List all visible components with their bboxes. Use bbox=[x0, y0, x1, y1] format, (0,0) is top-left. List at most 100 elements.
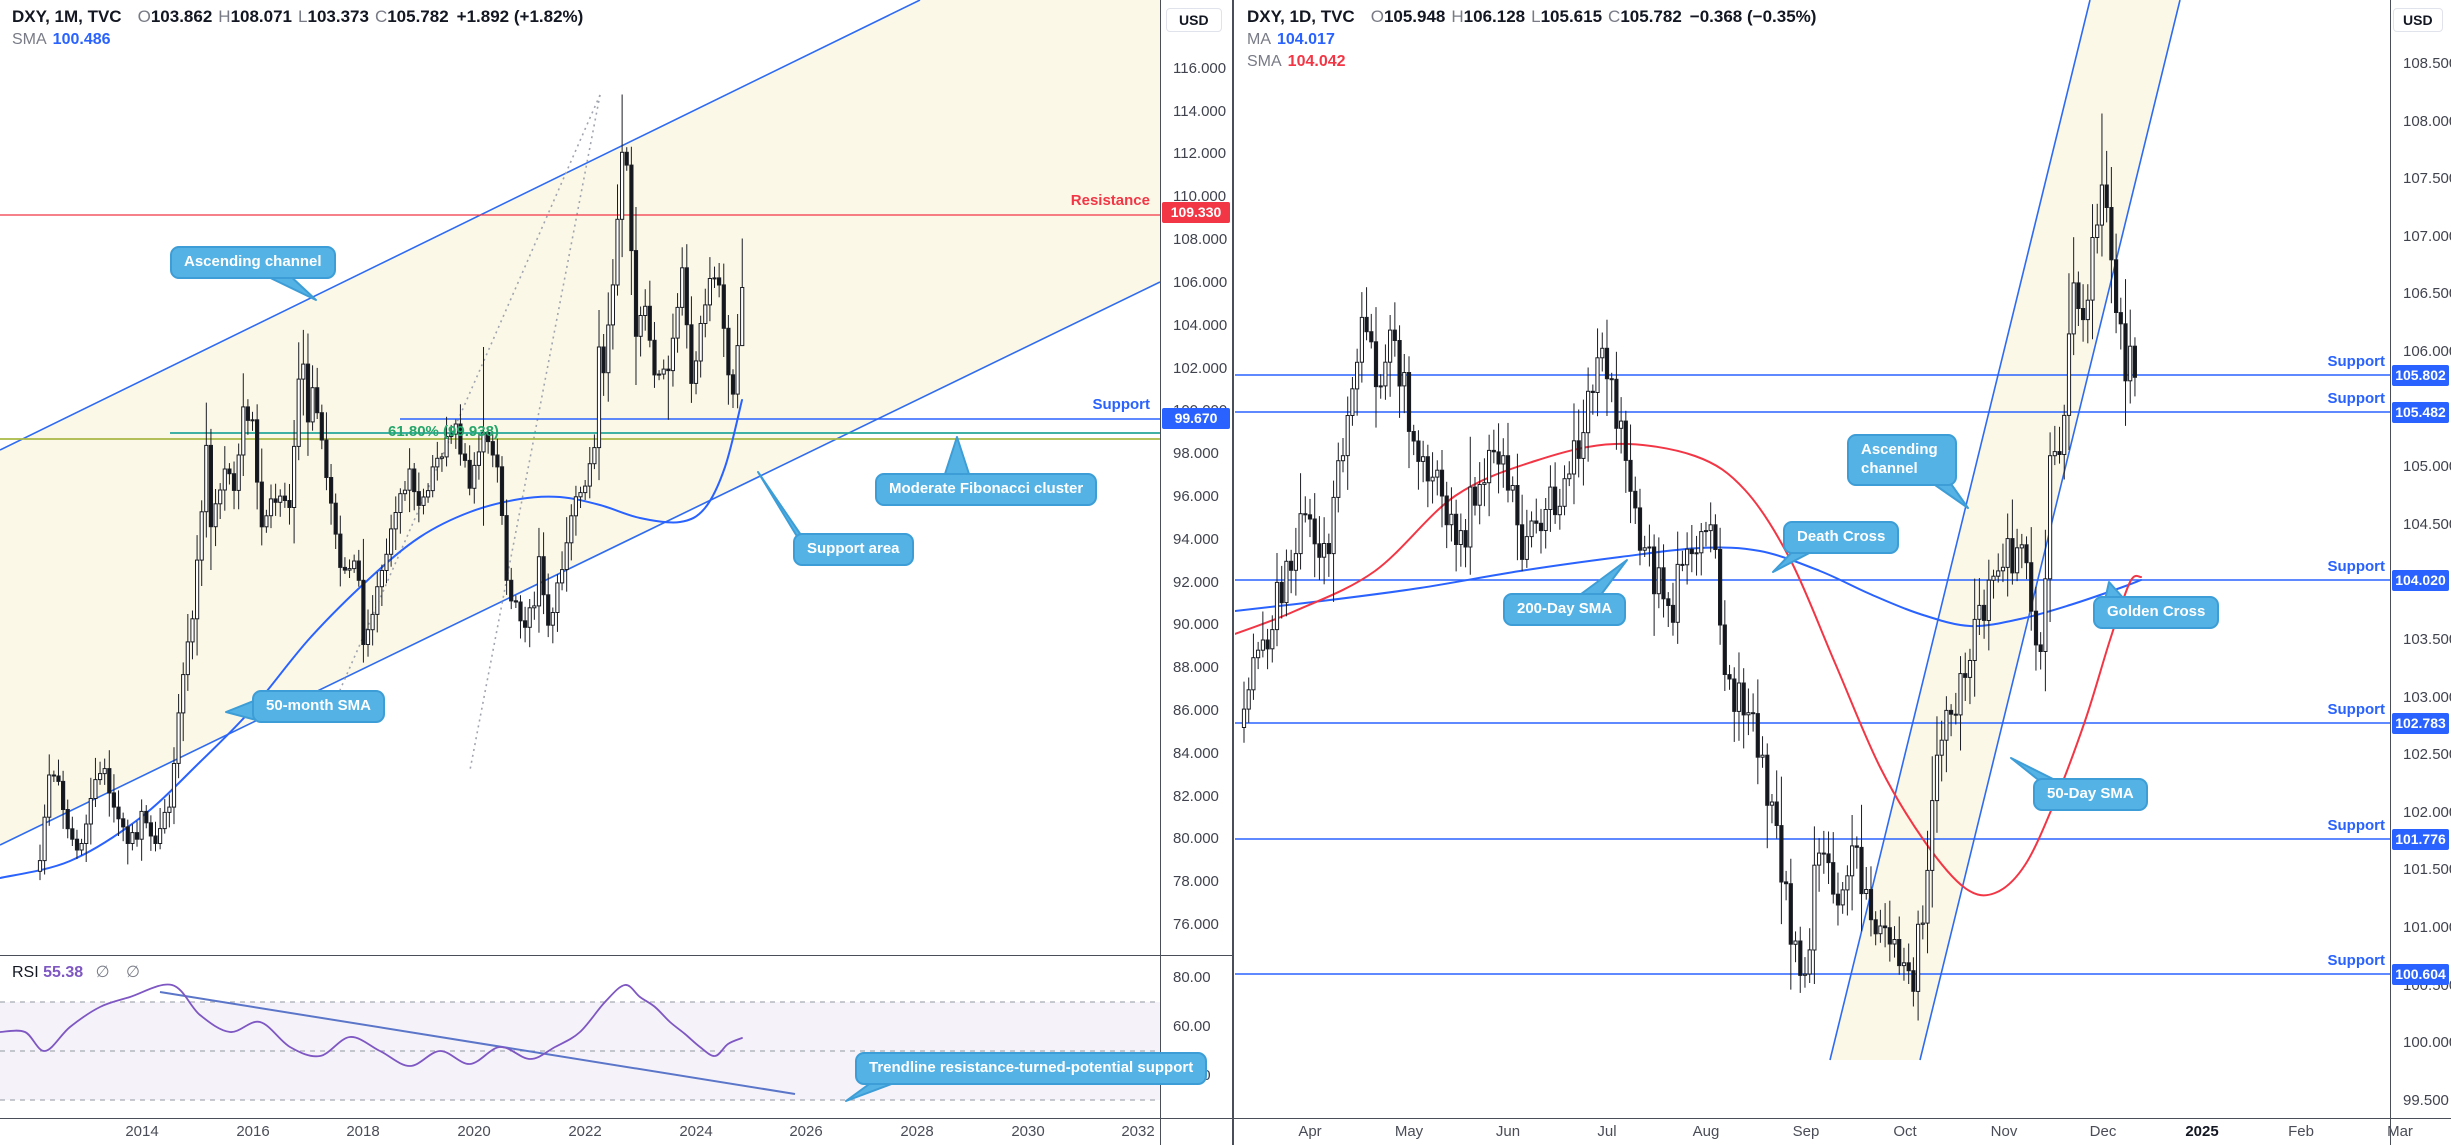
price-tick: 101.000 bbox=[2403, 919, 2451, 936]
ma-indicator-value: 104.017 bbox=[1277, 31, 1335, 48]
price-tick: 104.500 bbox=[2403, 516, 2451, 533]
time-tick[interactable]: 2014 bbox=[125, 1123, 159, 1140]
close-value: 105.782 bbox=[387, 7, 449, 26]
time-tick[interactable]: Feb bbox=[2288, 1123, 2314, 1140]
currency-button[interactable]: USD bbox=[2393, 8, 2443, 32]
callout-200-day-sma[interactable]: 200-Day SMA bbox=[1503, 593, 1627, 626]
time-tick[interactable]: 2026 bbox=[789, 1123, 823, 1140]
ma-indicator-label[interactable]: MA bbox=[1247, 31, 1271, 48]
monthly-chart-canvas[interactable] bbox=[0, 0, 1160, 1118]
rsi-label[interactable]: RSI bbox=[12, 964, 39, 981]
rsi-hidden-plots: ∅ ∅ bbox=[95, 964, 146, 981]
time-tick[interactable]: 2030 bbox=[1011, 1123, 1045, 1140]
ascending-channel-fill[interactable] bbox=[0, 0, 1160, 845]
channel-upper-line[interactable] bbox=[0, 0, 921, 451]
time-tick[interactable]: Aug bbox=[1692, 1123, 1720, 1140]
price-chip: 109.330 bbox=[1162, 202, 1230, 223]
sma-indicator-label[interactable]: SMA bbox=[12, 31, 47, 48]
time-tick[interactable]: Sep bbox=[1792, 1123, 1820, 1140]
time-tick[interactable]: 2020 bbox=[457, 1123, 491, 1140]
time-tick[interactable]: Mar bbox=[2387, 1123, 2413, 1140]
candlestick-series bbox=[37, 94, 745, 881]
rsi-line bbox=[0, 983, 743, 1067]
time-axis-monthly[interactable]: 2014 2016 2018 2020 2022 2024 2026 2028 2030 2032 bbox=[0, 1118, 1232, 1145]
sma-50-day bbox=[1235, 442, 2142, 897]
price-tick: 112.000 bbox=[1173, 145, 1227, 162]
open-label: O bbox=[137, 7, 151, 26]
channel-left-line[interactable] bbox=[1829, 0, 2091, 1061]
callout-ascending-channel[interactable]: Ascending channel bbox=[1847, 434, 1957, 486]
price-tick: 86.000 bbox=[1173, 702, 1219, 719]
price-tick: 107.000 bbox=[2403, 228, 2451, 245]
fib-618-label[interactable]: 61.80% (99.938) bbox=[388, 423, 499, 440]
price-chip: 100.604 bbox=[2392, 964, 2449, 985]
daily-chart-canvas[interactable] bbox=[1235, 0, 2390, 1118]
support-label[interactable]: Support bbox=[2327, 817, 2386, 834]
support-label[interactable]: Support bbox=[2327, 558, 2386, 575]
channel-lower-line[interactable] bbox=[0, 281, 1160, 846]
time-tick[interactable]: 2016 bbox=[236, 1123, 270, 1140]
resistance-label[interactable]: Resistance bbox=[1070, 192, 1150, 209]
price-tick: 106.000 bbox=[2403, 343, 2451, 360]
price-tick: 96.000 bbox=[1173, 488, 1219, 505]
callout-rsi-trendline[interactable]: Trendline resistance-turned-potential su… bbox=[855, 1052, 1208, 1085]
time-tick[interactable]: Jun bbox=[1495, 1123, 1521, 1140]
price-tick: 114.000 bbox=[1173, 103, 1227, 120]
time-tick[interactable]: 2025 bbox=[2185, 1123, 2219, 1140]
low-label: L bbox=[1531, 7, 1541, 26]
callout-golden-cross[interactable]: Golden Cross bbox=[2093, 596, 2220, 629]
rsi-pane-divider[interactable] bbox=[0, 955, 1232, 956]
support-label[interactable]: Support bbox=[1092, 396, 1151, 413]
price-tick: 82.000 bbox=[1173, 788, 1219, 805]
time-tick[interactable]: 2022 bbox=[568, 1123, 602, 1140]
price-tick: 108.000 bbox=[2403, 113, 2451, 130]
pane-divider[interactable] bbox=[1232, 0, 1234, 1145]
sma-indicator-value: 104.042 bbox=[1287, 53, 1346, 70]
callout-fibonacci-cluster[interactable]: Moderate Fibonacci cluster bbox=[875, 473, 1098, 506]
price-tick: 78.000 bbox=[1173, 873, 1219, 890]
price-tick: 107.500 bbox=[2403, 170, 2451, 187]
callout-ascending-channel[interactable]: Ascending channel bbox=[170, 246, 336, 279]
symbol-title[interactable]: DXY, 1D, TVC bbox=[1247, 7, 1355, 26]
callout-death-cross[interactable]: Death Cross bbox=[1783, 521, 1900, 554]
price-chip: 99.670 bbox=[1162, 408, 1230, 429]
support-label[interactable]: Support bbox=[2327, 701, 2386, 718]
price-axis-monthly[interactable]: USD 116.000 114.000 112.000 110.000 108.000 1… bbox=[1160, 0, 1232, 1118]
time-axis-daily[interactable]: Apr May Jun Jul Aug Sep Oct Nov Dec 2025 Feb Mar bbox=[1235, 1118, 2451, 1145]
time-tick[interactable]: May bbox=[1394, 1123, 1424, 1140]
price-tick: 102.500 bbox=[2403, 746, 2451, 763]
rsi-trendline[interactable] bbox=[159, 991, 796, 1095]
pane-dxy-monthly: DXY, 1M, TVC O103.862 H108.071 L103.373 C105… bbox=[0, 0, 1232, 1145]
time-tick[interactable]: 2024 bbox=[679, 1123, 713, 1140]
high-label: H bbox=[1451, 7, 1464, 26]
support-label[interactable]: Support bbox=[2327, 353, 2386, 370]
callout-support-area[interactable]: Support area bbox=[793, 533, 914, 566]
price-tick: 88.000 bbox=[1173, 659, 1219, 676]
time-tick[interactable]: Dec bbox=[2089, 1123, 2117, 1140]
time-tick[interactable]: Nov bbox=[1990, 1123, 2018, 1140]
price-axis-daily[interactable]: USD 108.500 108.000 107.500 107.000 106.500 1… bbox=[2390, 0, 2451, 1118]
support-label[interactable]: Support bbox=[2327, 952, 2386, 969]
time-tick[interactable]: 2028 bbox=[900, 1123, 934, 1140]
low-value: 103.373 bbox=[307, 7, 369, 26]
support-label[interactable]: Support bbox=[2327, 390, 2386, 407]
time-tick[interactable]: Oct bbox=[1893, 1123, 1917, 1140]
dotted-trendline-left[interactable] bbox=[339, 94, 601, 691]
currency-button[interactable]: USD bbox=[1166, 8, 1222, 32]
price-chip: 105.482 bbox=[2392, 402, 2449, 423]
callout-50-day-sma[interactable]: 50-Day SMA bbox=[2033, 778, 2148, 811]
time-tick[interactable]: Jul bbox=[1597, 1123, 1617, 1140]
sma-indicator-label[interactable]: SMA bbox=[1247, 53, 1282, 70]
sma-50-month bbox=[0, 399, 743, 879]
time-tick[interactable]: Apr bbox=[1298, 1123, 1322, 1140]
price-tick: 108.500 bbox=[2403, 55, 2451, 72]
close-label: C bbox=[374, 7, 388, 26]
callout-50-month-sma[interactable]: 50-month SMA bbox=[252, 690, 385, 723]
candlestick-series bbox=[1241, 113, 2137, 1021]
symbol-title[interactable]: DXY, 1M, TVC bbox=[12, 7, 122, 26]
price-tick: 104.000 bbox=[1173, 317, 1228, 334]
time-tick[interactable]: 2032 bbox=[1121, 1123, 1155, 1140]
rsi-tick: 80.00 bbox=[1173, 969, 1211, 986]
time-tick[interactable]: 2018 bbox=[346, 1123, 380, 1140]
